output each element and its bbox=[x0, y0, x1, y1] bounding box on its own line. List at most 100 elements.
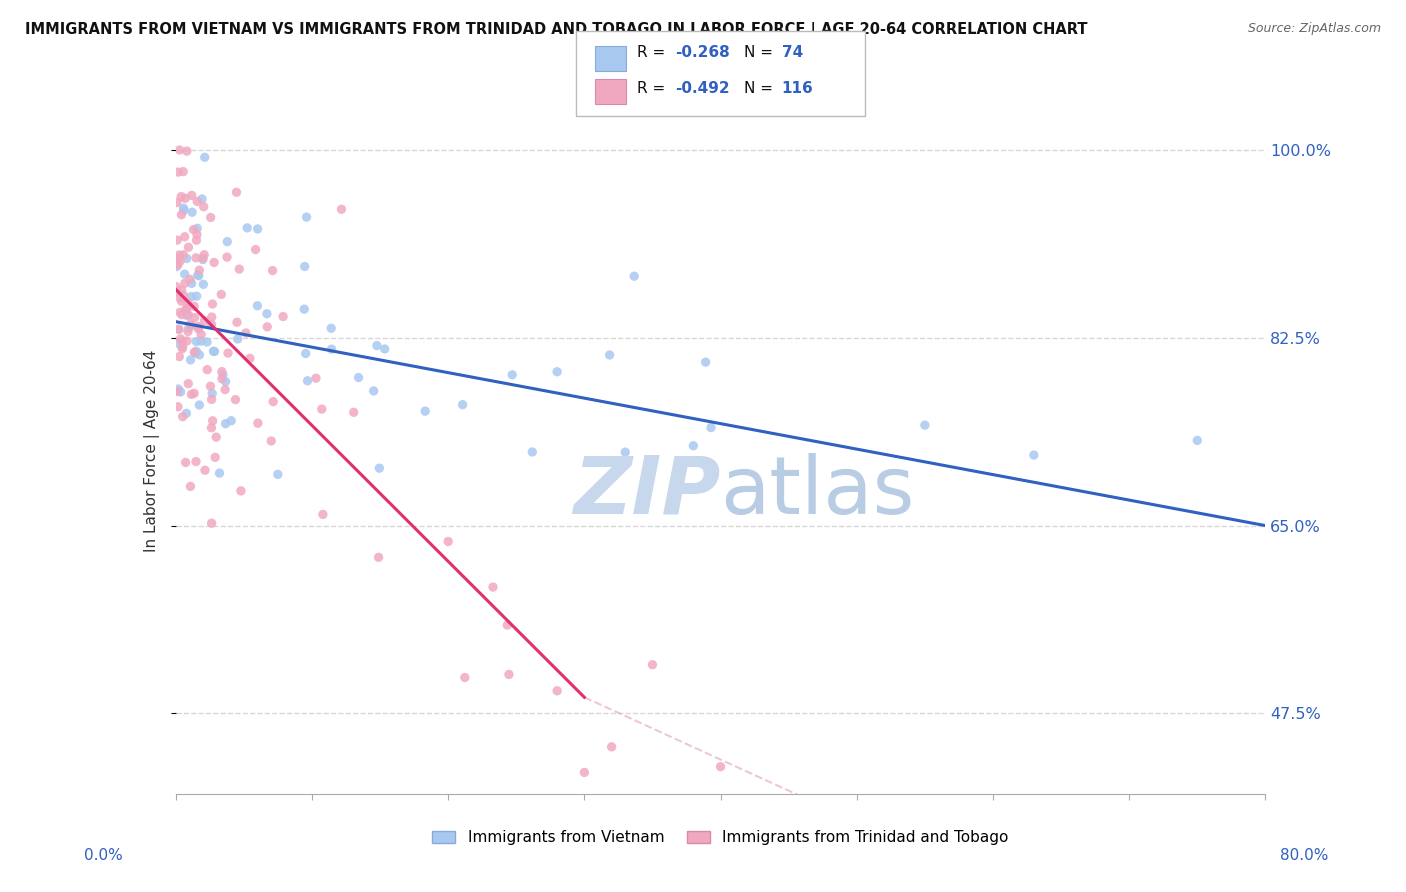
Point bbox=[201, 516, 224, 531]
Point bbox=[366, 338, 388, 352]
Point bbox=[228, 262, 250, 277]
Point bbox=[201, 392, 224, 407]
Point bbox=[214, 417, 236, 431]
Point bbox=[256, 307, 278, 321]
Point bbox=[200, 318, 222, 332]
Point bbox=[173, 229, 195, 244]
Point bbox=[195, 362, 218, 376]
Point bbox=[179, 479, 201, 493]
Point bbox=[177, 376, 200, 391]
Point bbox=[170, 189, 193, 203]
Point bbox=[212, 368, 235, 382]
Text: -0.268: -0.268 bbox=[675, 45, 730, 60]
Point bbox=[599, 348, 621, 362]
Point bbox=[695, 355, 717, 369]
Point bbox=[180, 277, 202, 291]
Point bbox=[165, 279, 187, 293]
Point bbox=[173, 267, 195, 281]
Point bbox=[224, 392, 246, 407]
Text: R =: R = bbox=[637, 80, 671, 95]
Point bbox=[208, 466, 231, 480]
Point bbox=[176, 301, 198, 316]
Point bbox=[226, 315, 249, 329]
Point bbox=[496, 618, 519, 632]
Text: 80.0%: 80.0% bbox=[1281, 848, 1329, 863]
Point bbox=[177, 308, 200, 322]
Point bbox=[501, 368, 523, 382]
Point bbox=[363, 384, 385, 398]
Point bbox=[173, 201, 195, 215]
Point bbox=[546, 683, 568, 698]
Point bbox=[193, 314, 215, 328]
Point bbox=[271, 310, 294, 324]
Point bbox=[186, 227, 208, 242]
Point bbox=[186, 233, 208, 247]
Text: N =: N = bbox=[744, 80, 778, 95]
Text: Source: ZipAtlas.com: Source: ZipAtlas.com bbox=[1247, 22, 1381, 36]
Point bbox=[170, 294, 193, 309]
Point bbox=[172, 340, 194, 354]
Point bbox=[217, 235, 239, 249]
Point bbox=[172, 248, 194, 262]
Point bbox=[256, 319, 278, 334]
Text: 116: 116 bbox=[782, 80, 814, 95]
Point bbox=[454, 671, 477, 685]
Point bbox=[200, 379, 222, 393]
Point bbox=[294, 260, 316, 274]
Point bbox=[262, 394, 284, 409]
Point bbox=[262, 263, 284, 277]
Point bbox=[204, 344, 226, 359]
Legend: Immigrants from Vietnam, Immigrants from Trinidad and Tobago: Immigrants from Vietnam, Immigrants from… bbox=[426, 824, 1015, 852]
Point bbox=[219, 414, 242, 428]
Point bbox=[169, 291, 191, 305]
Point bbox=[187, 268, 209, 283]
Point bbox=[166, 384, 188, 399]
Point bbox=[246, 416, 269, 430]
Point bbox=[297, 374, 319, 388]
Point bbox=[176, 309, 198, 323]
Point bbox=[311, 402, 333, 417]
Point bbox=[187, 319, 209, 334]
Point bbox=[174, 191, 197, 205]
Point bbox=[700, 420, 723, 434]
Point bbox=[305, 371, 328, 385]
Text: 0.0%: 0.0% bbox=[84, 848, 124, 863]
Point bbox=[186, 334, 208, 349]
Point bbox=[204, 450, 226, 465]
Point bbox=[201, 386, 224, 401]
Point bbox=[173, 203, 195, 218]
Point bbox=[245, 243, 267, 257]
Point bbox=[176, 252, 198, 266]
Point bbox=[169, 350, 191, 364]
Point bbox=[217, 346, 239, 360]
Point bbox=[186, 344, 208, 359]
Point bbox=[188, 398, 211, 412]
Point bbox=[169, 305, 191, 319]
Point bbox=[368, 461, 391, 475]
Point bbox=[191, 192, 214, 206]
Point bbox=[347, 370, 370, 384]
Point bbox=[343, 405, 366, 419]
Point bbox=[574, 765, 596, 780]
Point bbox=[167, 165, 190, 179]
Text: N =: N = bbox=[744, 45, 778, 60]
Point bbox=[202, 255, 225, 269]
Point bbox=[246, 222, 269, 236]
Point bbox=[180, 289, 202, 303]
Point bbox=[482, 580, 505, 594]
Point bbox=[183, 299, 205, 313]
Point bbox=[177, 321, 200, 335]
Point bbox=[167, 248, 190, 262]
Point bbox=[239, 351, 262, 366]
Point bbox=[181, 205, 204, 219]
Point bbox=[183, 222, 205, 236]
Point bbox=[166, 258, 188, 272]
Point bbox=[641, 657, 664, 672]
Point bbox=[166, 285, 188, 299]
Point bbox=[190, 334, 212, 348]
Point bbox=[167, 251, 190, 265]
Point bbox=[623, 269, 645, 284]
Point bbox=[183, 345, 205, 359]
Text: ZIP: ZIP bbox=[574, 452, 721, 531]
Point bbox=[172, 409, 194, 424]
